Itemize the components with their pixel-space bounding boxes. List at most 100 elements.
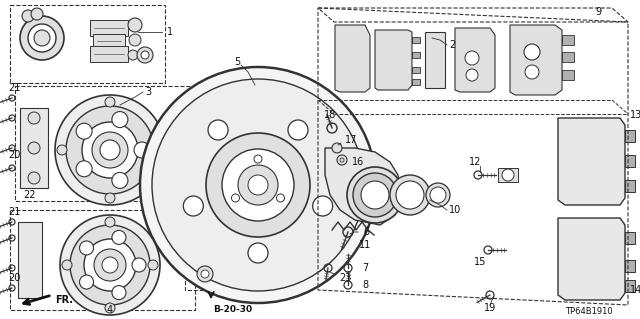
Circle shape — [105, 303, 115, 313]
Bar — [562, 52, 574, 62]
Circle shape — [152, 79, 364, 291]
Circle shape — [140, 67, 376, 303]
Text: 11: 11 — [359, 240, 371, 250]
Bar — [93, 34, 125, 48]
Circle shape — [313, 196, 333, 216]
Circle shape — [76, 123, 92, 139]
Circle shape — [70, 225, 150, 305]
Text: 21: 21 — [8, 83, 20, 93]
Circle shape — [112, 112, 128, 128]
Text: 10: 10 — [449, 205, 461, 215]
Circle shape — [332, 143, 342, 153]
Circle shape — [100, 140, 120, 160]
Circle shape — [396, 181, 424, 209]
Circle shape — [347, 167, 403, 223]
Circle shape — [62, 260, 72, 270]
Circle shape — [128, 50, 138, 60]
Circle shape — [361, 181, 389, 209]
Text: 14: 14 — [630, 285, 640, 295]
Text: 23: 23 — [339, 273, 351, 283]
Circle shape — [82, 122, 138, 178]
Bar — [625, 232, 635, 244]
Text: 22: 22 — [24, 190, 36, 200]
Circle shape — [105, 217, 115, 227]
Circle shape — [92, 132, 128, 168]
Bar — [10, 210, 195, 310]
Circle shape — [254, 155, 262, 163]
Circle shape — [22, 10, 34, 22]
Circle shape — [102, 257, 118, 273]
Text: 6: 6 — [363, 227, 369, 237]
Circle shape — [134, 142, 150, 158]
Circle shape — [76, 161, 92, 177]
Circle shape — [105, 193, 115, 203]
Circle shape — [248, 175, 268, 195]
Bar — [625, 155, 635, 167]
Circle shape — [84, 239, 136, 291]
Circle shape — [248, 243, 268, 263]
Bar — [412, 67, 420, 73]
Bar — [15, 86, 210, 201]
Circle shape — [141, 51, 149, 59]
Circle shape — [79, 241, 93, 255]
Text: FR.: FR. — [55, 295, 73, 305]
Text: 17: 17 — [345, 135, 357, 145]
Bar — [625, 130, 635, 142]
Polygon shape — [558, 218, 625, 300]
Circle shape — [353, 173, 397, 217]
Circle shape — [232, 194, 239, 202]
Bar — [20, 108, 48, 188]
Circle shape — [28, 112, 40, 124]
Circle shape — [94, 249, 126, 281]
Polygon shape — [325, 148, 400, 225]
Text: 19: 19 — [484, 303, 496, 313]
Bar — [185, 258, 237, 290]
Circle shape — [337, 155, 347, 165]
Circle shape — [466, 69, 478, 81]
Circle shape — [201, 270, 209, 278]
Circle shape — [148, 260, 158, 270]
Text: 9: 9 — [595, 7, 601, 17]
Circle shape — [390, 175, 430, 215]
Circle shape — [55, 95, 165, 205]
Circle shape — [153, 145, 163, 155]
Polygon shape — [375, 30, 412, 90]
Text: 4: 4 — [107, 305, 113, 315]
Circle shape — [206, 133, 310, 237]
Polygon shape — [510, 25, 562, 95]
Circle shape — [105, 97, 115, 107]
Circle shape — [112, 286, 126, 300]
Circle shape — [31, 8, 43, 20]
Text: 20: 20 — [8, 273, 20, 283]
Text: TP64B1910: TP64B1910 — [565, 308, 612, 316]
Text: 18: 18 — [324, 110, 336, 120]
Circle shape — [128, 18, 142, 32]
Polygon shape — [455, 28, 495, 92]
Text: 16: 16 — [352, 157, 364, 167]
Bar — [10, 5, 165, 83]
Bar — [412, 52, 420, 58]
Bar — [562, 35, 574, 45]
Circle shape — [465, 51, 479, 65]
Circle shape — [197, 266, 213, 282]
Circle shape — [222, 149, 294, 221]
Circle shape — [79, 275, 93, 289]
Polygon shape — [335, 25, 370, 92]
Circle shape — [60, 215, 160, 315]
Circle shape — [66, 106, 154, 194]
Bar — [625, 260, 635, 272]
Circle shape — [238, 165, 278, 205]
Circle shape — [208, 120, 228, 140]
Bar — [18, 222, 42, 298]
Circle shape — [132, 258, 146, 272]
Circle shape — [137, 47, 153, 63]
Bar — [562, 70, 574, 80]
Text: 7: 7 — [362, 263, 368, 273]
Circle shape — [288, 120, 308, 140]
Bar — [90, 46, 128, 62]
Text: 3: 3 — [145, 87, 151, 97]
Polygon shape — [558, 118, 625, 205]
Text: B-20-30: B-20-30 — [213, 306, 252, 315]
Bar — [90, 20, 128, 36]
Circle shape — [129, 34, 141, 46]
